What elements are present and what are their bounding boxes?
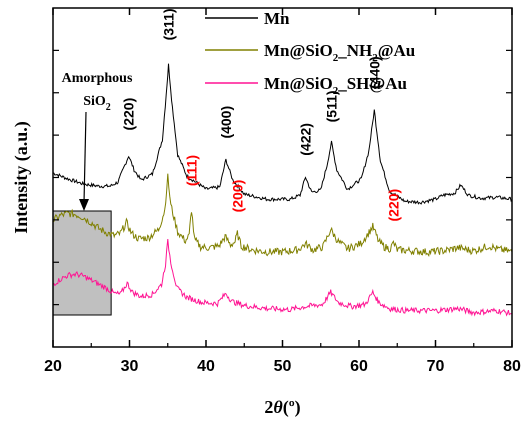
x-tick-label-60: 60: [350, 358, 368, 375]
x-tick-label-20: 20: [44, 358, 62, 375]
peak-label-6: (111): [183, 155, 199, 186]
peak-label-7: (200): [229, 180, 245, 213]
annotation-arrowhead: [79, 199, 89, 211]
x-axis-title: 2θ(º): [264, 397, 300, 418]
sio2-label-base: SiO: [83, 94, 106, 109]
legend-label-nh2: Mn@SiO2_NH2@Au: [264, 41, 415, 64]
x-tick-label-30: 30: [121, 358, 139, 375]
peak-label-3: (422): [297, 123, 313, 156]
y-axis-title: Intensity (a.u.): [11, 121, 32, 234]
legend-1-part-4: @Au: [378, 41, 416, 60]
series-layer: [52, 63, 513, 317]
peak-labels: (220) (311) (400) (422) (511) (440) (111) (200)…: [121, 8, 402, 221]
series-line-2: [52, 239, 513, 317]
legend: Mn Mn@SiO2_NH2@Au Mn@SiO2_SH@Au: [205, 9, 415, 97]
peak-label-0: (220): [121, 98, 137, 131]
series-line-1: [52, 173, 513, 257]
sio2-label-sub: 2: [106, 102, 111, 113]
x-title-theta: θ: [273, 397, 283, 417]
peak-label-4: (511): [323, 90, 339, 122]
legend-2-part-1: 2: [333, 85, 339, 97]
x-tick-label-70: 70: [427, 358, 445, 375]
x-tick-label-80: 80: [503, 358, 521, 375]
sio2-label: SiO2: [83, 94, 111, 113]
x-tick-label-50: 50: [274, 358, 292, 375]
amorphous-label: Amorphous: [62, 71, 133, 86]
peak-label-2: (400): [218, 106, 234, 139]
legend-0-part-0: Mn: [264, 9, 290, 28]
peak-label-5: (440): [366, 56, 382, 89]
ticks-layer: 20 30 40 50 60 70 80: [44, 8, 521, 375]
x-title-unit: (º): [283, 397, 301, 418]
legend-label-mn: Mn: [264, 9, 290, 28]
legend-label-sh: Mn@SiO2_SH@Au: [264, 74, 407, 97]
legend-2-part-0: Mn@SiO: [264, 74, 333, 93]
legend-1-part-1: 2: [333, 52, 339, 64]
legend-1-part-2: _NH: [337, 41, 372, 60]
legend-2-part-2: _SH@Au: [337, 74, 407, 93]
x-title-2: 2: [264, 397, 273, 417]
annotation-arrow: [83, 111, 87, 204]
peak-label-1: (311): [161, 8, 177, 40]
peak-label-8: (220): [385, 189, 401, 222]
series-line-0: [52, 63, 513, 205]
amorphous-region: [52, 210, 112, 316]
legend-1-part-3: 2: [372, 52, 378, 64]
x-tick-label-40: 40: [197, 358, 215, 375]
legend-1-part-0: Mn@SiO: [264, 41, 333, 60]
